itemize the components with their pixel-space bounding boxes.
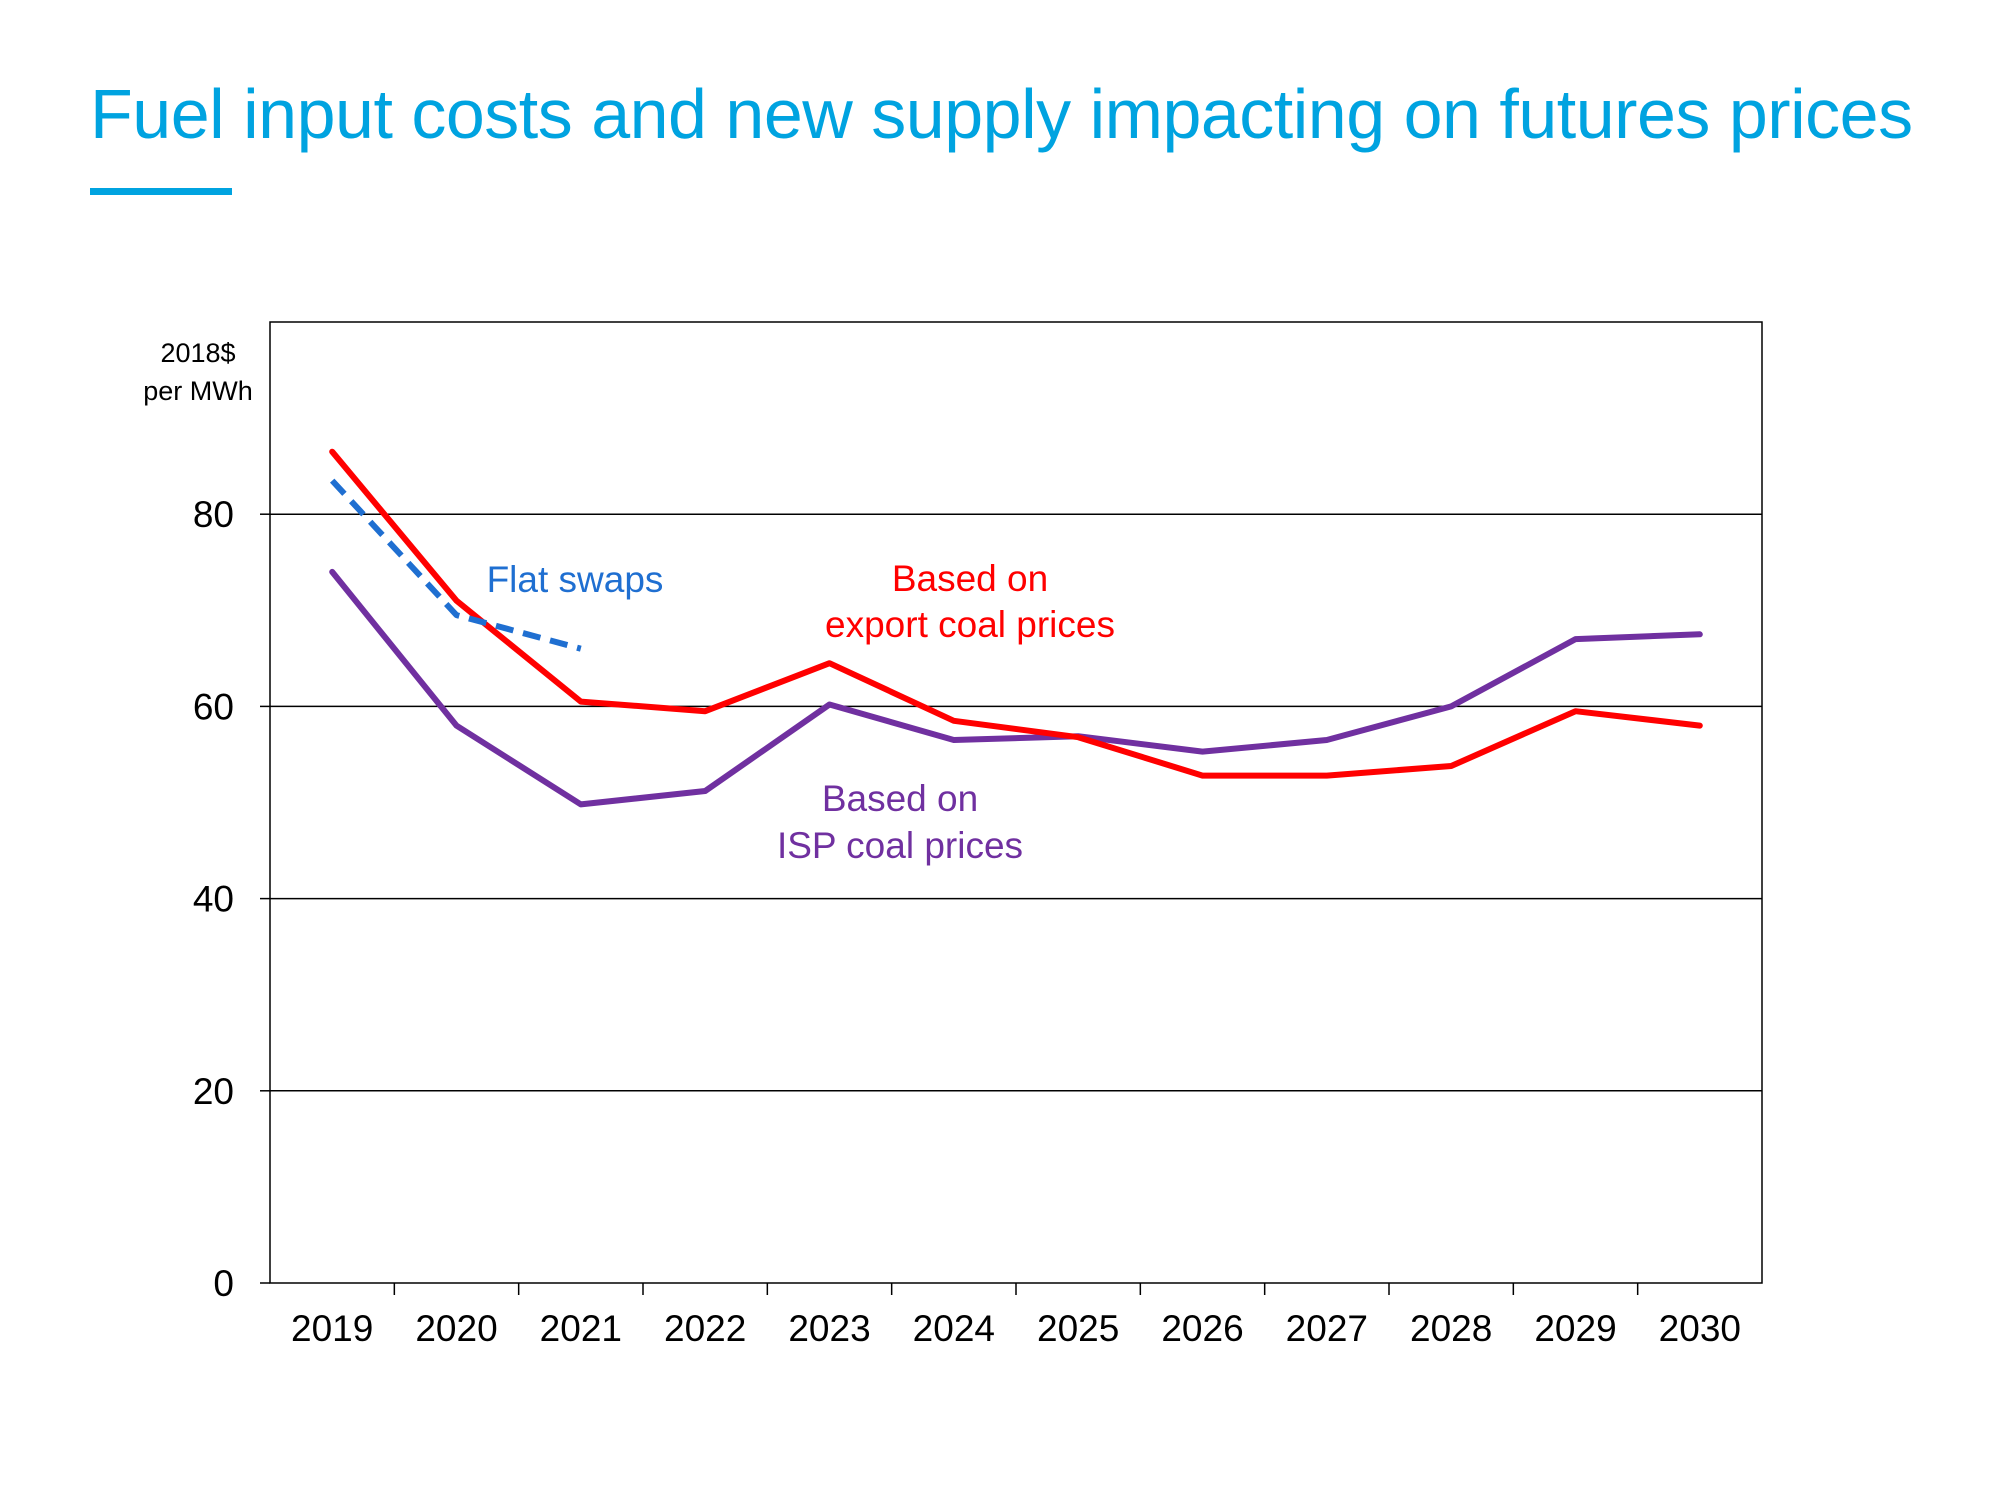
series-label-isp: Based on — [822, 778, 978, 819]
series-line-swaps — [329, 478, 582, 652]
series-label-export: export coal prices — [825, 604, 1115, 645]
series-label-swaps: Flat swaps — [487, 559, 664, 600]
plot-frame — [269, 321, 1763, 1284]
series-line-export — [329, 448, 1703, 779]
series-label-export: Based on — [892, 558, 1048, 599]
x-tick-label: 2019 — [291, 1308, 373, 1349]
x-tick-label: 2023 — [788, 1308, 870, 1349]
x-tick-label: 2030 — [1659, 1308, 1741, 1349]
x-tick-label: 2022 — [664, 1308, 746, 1349]
x-tick-label: 2026 — [1161, 1308, 1243, 1349]
y-axis-unit-label: 2018$ — [160, 338, 235, 368]
slide-title: Fuel input costs and new supply impactin… — [90, 75, 1913, 153]
title-underline — [90, 188, 232, 195]
x-tick-label: 2025 — [1037, 1308, 1119, 1349]
y-axis-unit-label: per MWh — [143, 376, 253, 406]
x-tick-label: 2021 — [540, 1308, 622, 1349]
labels-layer: Based on export coal prices Based on ISP co… — [487, 558, 1115, 866]
x-tick-label: 2027 — [1286, 1308, 1368, 1349]
x-tick-label: 2024 — [913, 1308, 995, 1349]
series-line-isp — [329, 568, 1703, 808]
y-tick-label: 60 — [193, 686, 234, 727]
y-tick-label: 80 — [193, 494, 234, 535]
y-tick-label: 40 — [193, 879, 234, 920]
y-tick-label: 0 — [213, 1263, 234, 1304]
grid-layer — [270, 513, 1762, 1092]
x-tick-label: 2020 — [415, 1308, 497, 1349]
ticks-layer: 0 20 40 60 80 2018$ per MWh 2019 2020 2021 2022 202… — [143, 338, 1741, 1349]
series-label-isp: ISP coal prices — [777, 825, 1023, 866]
y-tick-label: 20 — [193, 1071, 234, 1112]
series-layer — [329, 448, 1703, 808]
x-tick-label: 2028 — [1410, 1308, 1492, 1349]
x-tick-label: 2029 — [1534, 1308, 1616, 1349]
